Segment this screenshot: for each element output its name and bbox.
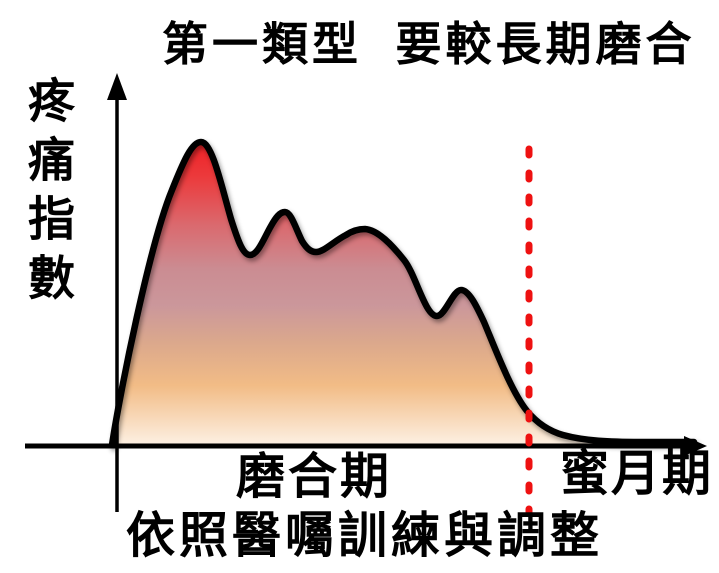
y-axis-label: 疼痛指數 <box>21 76 74 312</box>
y-axis-arrowhead-icon <box>107 73 127 100</box>
phase-label-adjustment-period: 磨合期 <box>236 450 393 504</box>
pain-curve-line <box>108 138 698 449</box>
footer-annotation: 依照醫囑訓練與調整 <box>126 509 604 563</box>
phase-label-honeymoon-period: 蜜月期 <box>560 447 714 501</box>
pain-curve-area <box>112 142 694 446</box>
chart-title: 第一類型 要較長期磨合 <box>162 18 696 70</box>
